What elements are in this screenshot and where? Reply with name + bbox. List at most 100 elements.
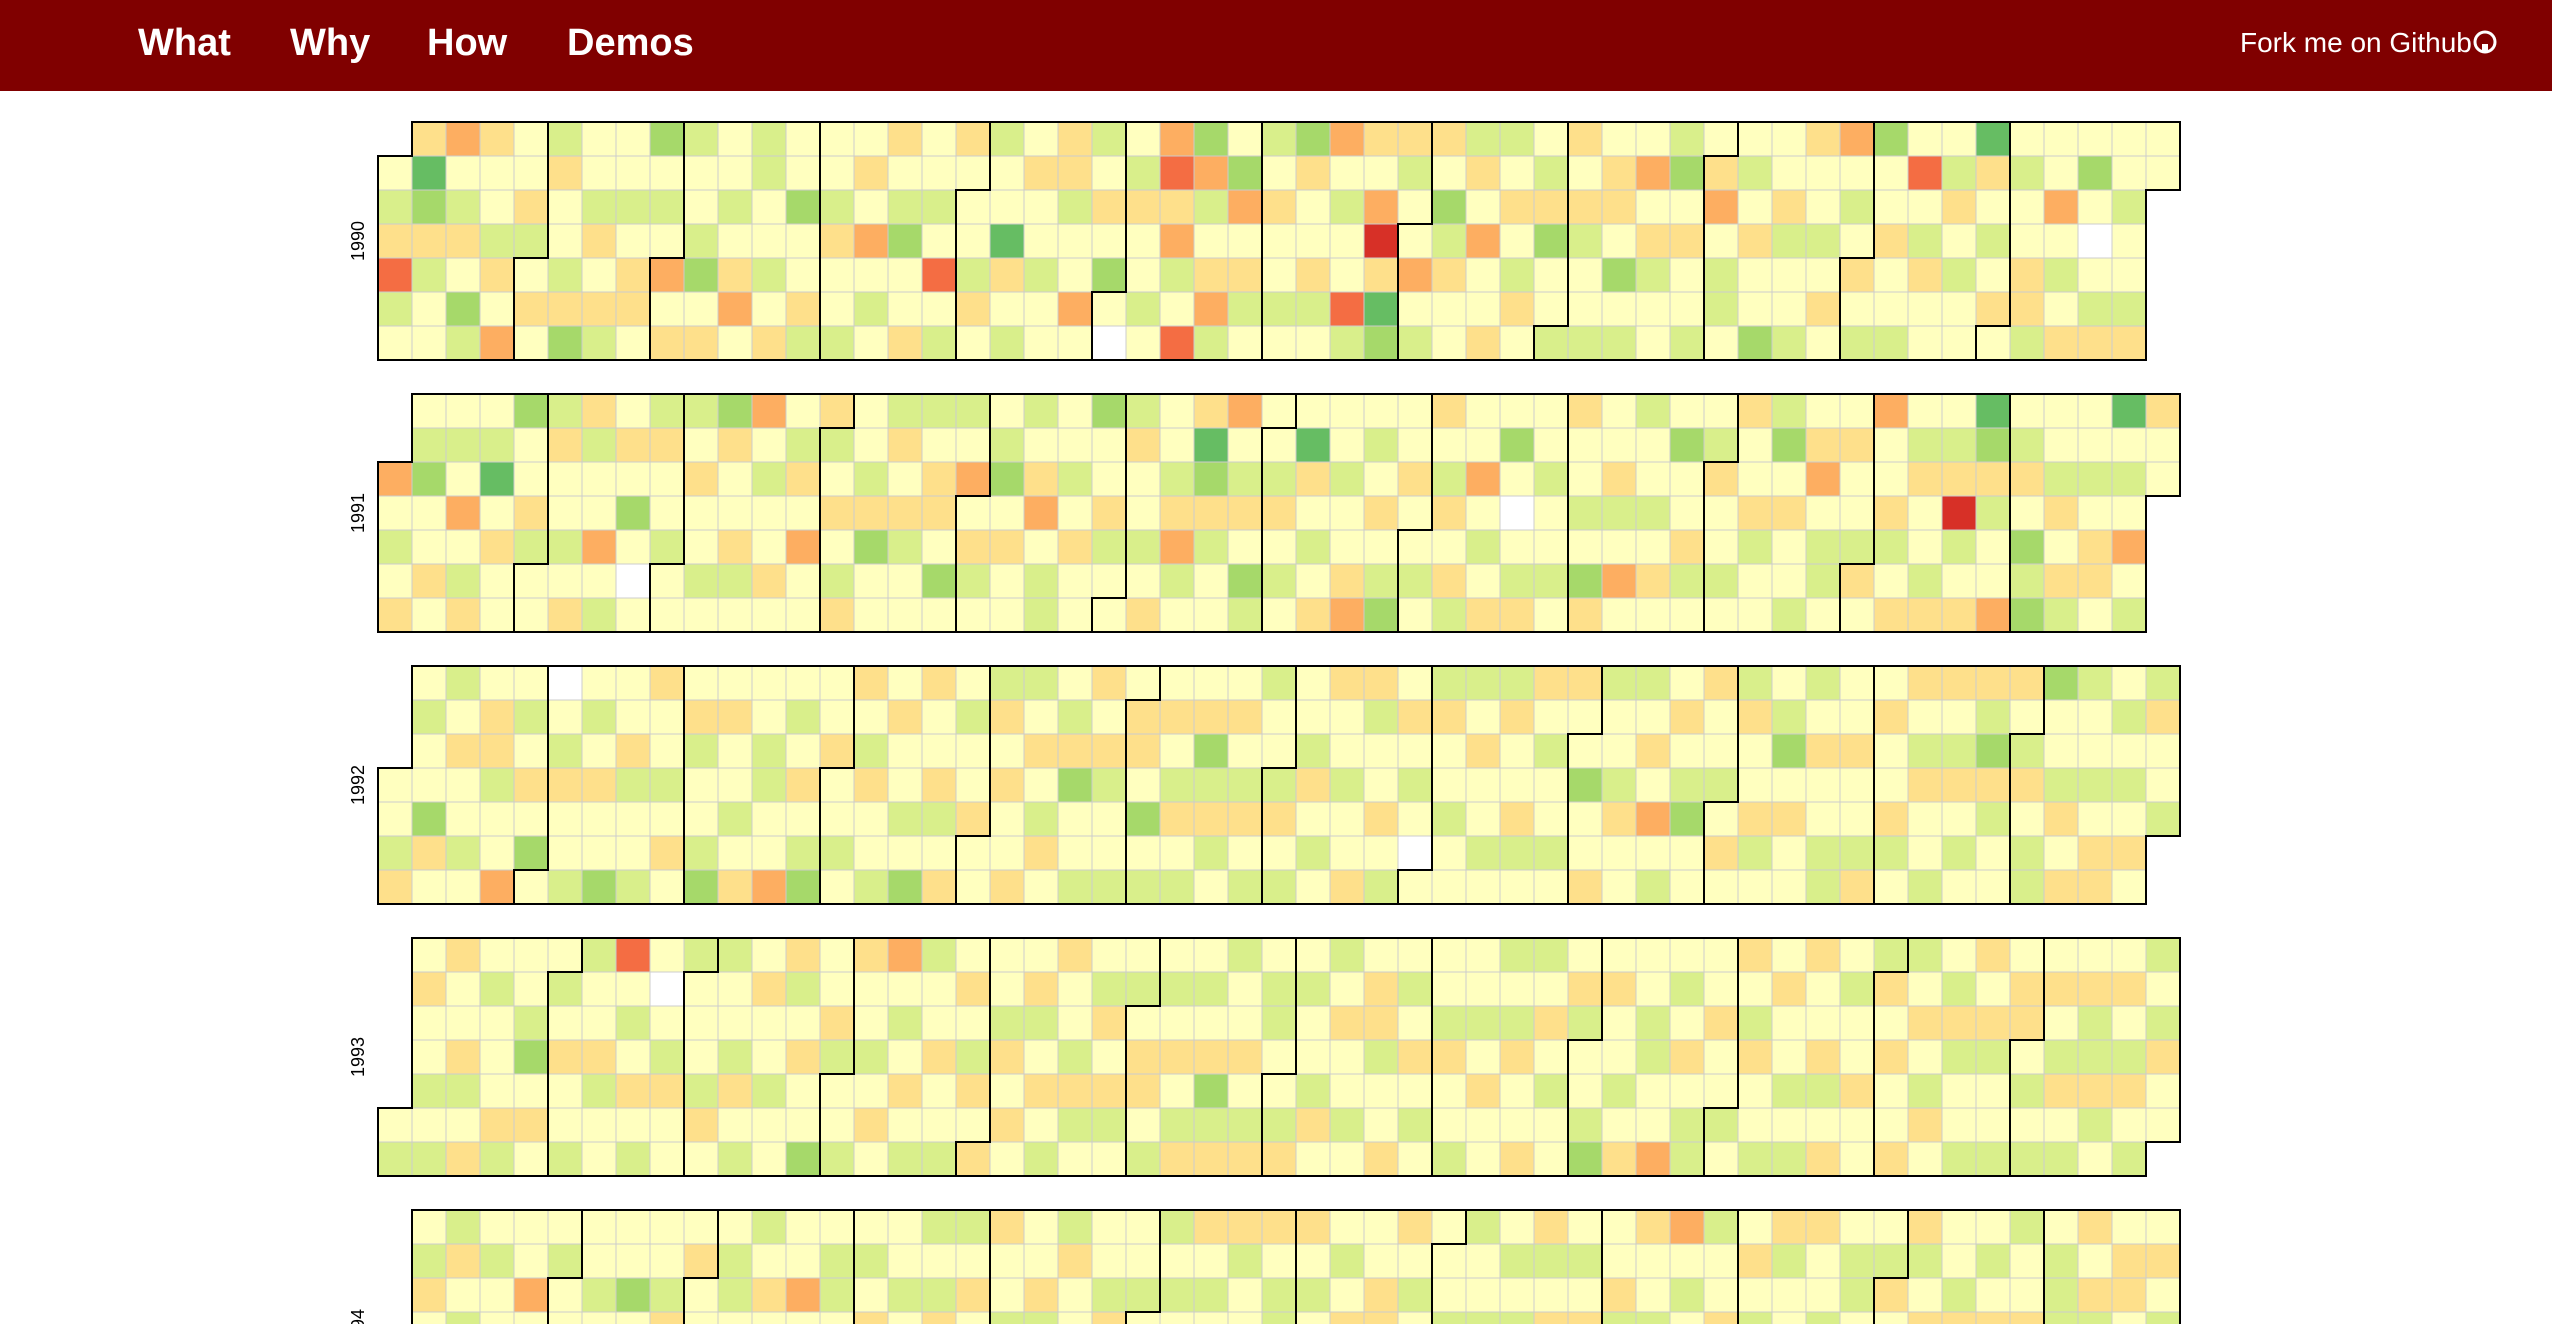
day-cell: [1533, 937, 1569, 973]
day-cell: [1669, 699, 1705, 735]
day-cell: [1125, 597, 1161, 633]
day-cell: [377, 1141, 413, 1177]
day-cell: [853, 291, 889, 327]
day-cell: [411, 257, 447, 293]
day-cell: [1431, 1107, 1467, 1143]
day-cell: [1091, 1039, 1127, 1075]
day-cell: [1737, 495, 1773, 531]
day-cell: [445, 291, 481, 327]
day-cell: [1227, 1141, 1263, 1177]
day-cell: [921, 291, 957, 327]
day-cell: [547, 801, 583, 837]
day-cell: [1397, 937, 1433, 973]
day-cell: [581, 1073, 617, 1109]
day-cell: [785, 291, 821, 327]
day-cell: [1431, 1311, 1467, 1324]
day-cell: [1363, 869, 1399, 905]
day-cell: [513, 291, 549, 327]
day-cell: [1023, 1311, 1059, 1324]
day-cell: [989, 1107, 1025, 1143]
day-cell: [1873, 1073, 1909, 1109]
nav-link[interactable]: How: [427, 22, 508, 64]
nav-link[interactable]: Demos: [567, 22, 694, 64]
day-cell: [1873, 699, 1909, 735]
day-cell: [1499, 733, 1535, 769]
day-cell: [1125, 189, 1161, 225]
day-cell: [649, 495, 685, 531]
day-cell: [955, 155, 991, 191]
day-cell: [411, 393, 447, 429]
day-cell: [989, 733, 1025, 769]
day-cell: [1669, 665, 1705, 701]
day-cell: [955, 597, 991, 633]
nav-link[interactable]: Why: [290, 22, 371, 64]
day-cell: [853, 733, 889, 769]
day-cell: [1941, 733, 1977, 769]
day-cell: [1227, 1005, 1263, 1041]
day-cell: [683, 1243, 719, 1279]
day-cell: [1329, 801, 1365, 837]
github-icon[interactable]: [2473, 30, 2497, 54]
day-cell: [1601, 1311, 1637, 1324]
day-cell: [1703, 869, 1739, 905]
day-cell: [1431, 1209, 1467, 1245]
day-cell: [2077, 393, 2113, 429]
day-cell: [1023, 1107, 1059, 1143]
day-cell: [1261, 597, 1297, 633]
day-cell: [649, 291, 685, 327]
day-cell: [1601, 835, 1637, 871]
day-cell: [581, 1141, 617, 1177]
day-cell: [1839, 801, 1875, 837]
day-cell: [1193, 937, 1229, 973]
day-cell: [581, 427, 617, 463]
day-cell: [683, 461, 719, 497]
day-cell: [615, 1005, 651, 1041]
day-cell: [1227, 563, 1263, 599]
day-cell: [785, 257, 821, 293]
year-group: [377, 937, 2181, 1177]
navbar: What Why How Demos Fork me on Github: [0, 0, 2552, 91]
day-cell: [1975, 1141, 2011, 1177]
day-cell: [1261, 1141, 1297, 1177]
day-cell: [1329, 869, 1365, 905]
day-cell: [751, 427, 787, 463]
day-cell: [717, 1107, 753, 1143]
day-cell: [581, 767, 617, 803]
day-cell: [1873, 733, 1909, 769]
day-cell: [649, 1243, 685, 1279]
day-cell: [1975, 1311, 2011, 1324]
fork-link[interactable]: Fork me on Github: [2240, 27, 2472, 58]
day-cell: [1567, 325, 1603, 361]
day-cell: [921, 427, 957, 463]
day-cell: [887, 971, 923, 1007]
day-cell: [887, 869, 923, 905]
day-cell: [1397, 1073, 1433, 1109]
day-cell: [1839, 937, 1875, 973]
day-cell: [411, 1277, 447, 1313]
day-cell: [1295, 971, 1331, 1007]
day-cell: [785, 1311, 821, 1324]
day-cell: [1431, 393, 1467, 429]
day-cell: [1839, 495, 1875, 531]
day-cell: [1465, 1277, 1501, 1313]
day-cell: [2145, 1005, 2181, 1041]
day-cell: [1907, 665, 1943, 701]
day-cell: [785, 1073, 821, 1109]
day-cell: [1261, 529, 1297, 565]
day-cell: [785, 1005, 821, 1041]
day-cell: [785, 121, 821, 157]
day-cell: [1737, 427, 1773, 463]
day-cell: [1669, 325, 1705, 361]
day-cell: [1329, 155, 1365, 191]
day-cell: [2111, 189, 2147, 225]
day-cell: [1975, 733, 2011, 769]
day-cell: [1907, 767, 1943, 803]
day-cell: [1193, 733, 1229, 769]
nav-link[interactable]: What: [138, 22, 231, 64]
day-cell: [1533, 733, 1569, 769]
day-cell: [1567, 1107, 1603, 1143]
day-cell: [751, 393, 787, 429]
day-cell: [1193, 665, 1229, 701]
day-cell: [1567, 937, 1603, 973]
day-cell: [615, 767, 651, 803]
